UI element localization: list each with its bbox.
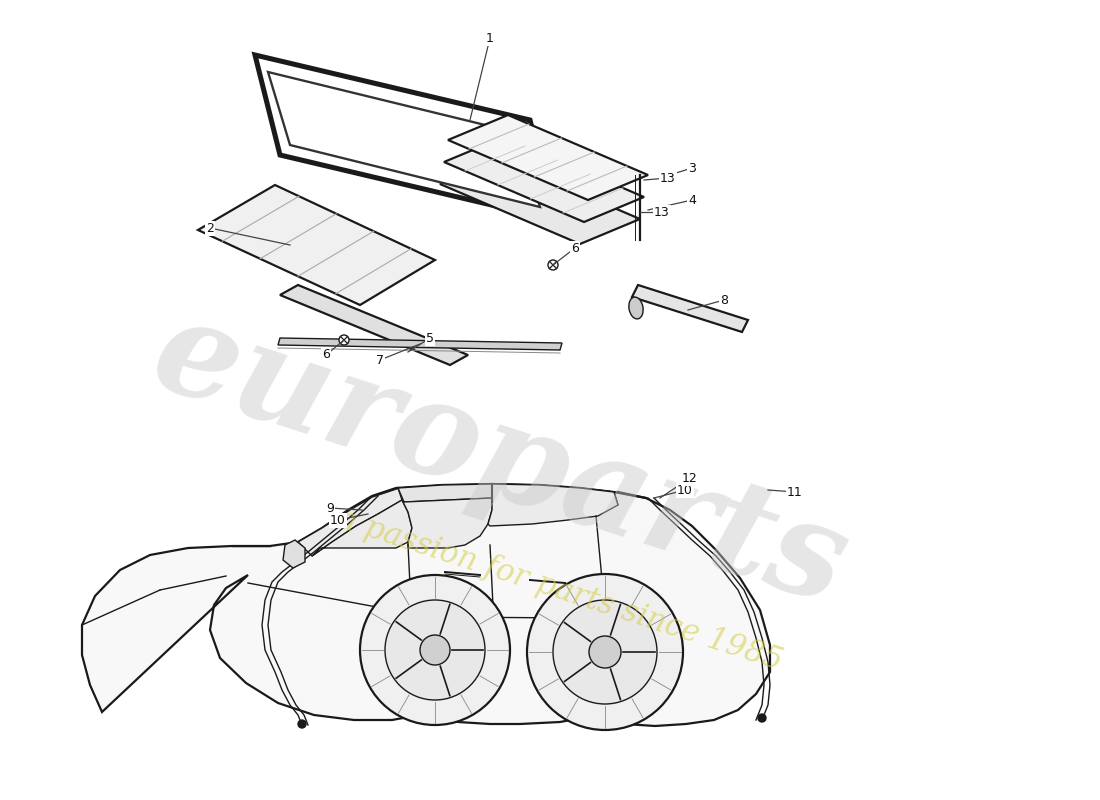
Polygon shape <box>298 488 402 556</box>
Text: 10: 10 <box>330 514 345 526</box>
Text: 8: 8 <box>720 294 728 306</box>
Polygon shape <box>198 185 434 305</box>
Text: 12: 12 <box>682 471 697 485</box>
Text: 3: 3 <box>689 162 696 174</box>
Polygon shape <box>488 484 618 526</box>
Polygon shape <box>444 137 644 222</box>
Circle shape <box>298 720 306 728</box>
Text: 1: 1 <box>486 31 494 45</box>
Text: 5: 5 <box>426 331 434 345</box>
Polygon shape <box>312 500 412 556</box>
Ellipse shape <box>629 297 644 319</box>
Polygon shape <box>632 285 748 332</box>
Polygon shape <box>398 484 492 502</box>
Text: europarts: europarts <box>138 287 862 633</box>
Text: 6: 6 <box>322 349 330 362</box>
Text: 10: 10 <box>678 483 693 497</box>
Text: 2: 2 <box>206 222 213 234</box>
Text: 7: 7 <box>376 354 384 366</box>
Polygon shape <box>82 484 770 726</box>
Text: 4: 4 <box>689 194 696 206</box>
Circle shape <box>527 574 683 730</box>
Circle shape <box>548 260 558 270</box>
Circle shape <box>360 575 510 725</box>
Circle shape <box>385 600 485 700</box>
Circle shape <box>420 635 450 665</box>
Circle shape <box>588 636 621 668</box>
Polygon shape <box>448 115 648 200</box>
Text: 11: 11 <box>788 486 803 498</box>
Polygon shape <box>440 159 640 244</box>
Circle shape <box>553 600 657 704</box>
Circle shape <box>758 714 766 722</box>
Circle shape <box>339 335 349 345</box>
Text: 9: 9 <box>326 502 334 514</box>
Polygon shape <box>402 498 492 548</box>
Polygon shape <box>255 55 556 220</box>
Text: 6: 6 <box>571 242 579 254</box>
Polygon shape <box>280 285 468 365</box>
Text: a passion for parts since 1985: a passion for parts since 1985 <box>334 503 786 677</box>
Polygon shape <box>278 338 562 350</box>
Polygon shape <box>268 72 540 207</box>
Text: 13: 13 <box>654 206 670 218</box>
Text: 13: 13 <box>660 171 675 185</box>
Polygon shape <box>492 484 618 505</box>
Polygon shape <box>283 540 305 568</box>
